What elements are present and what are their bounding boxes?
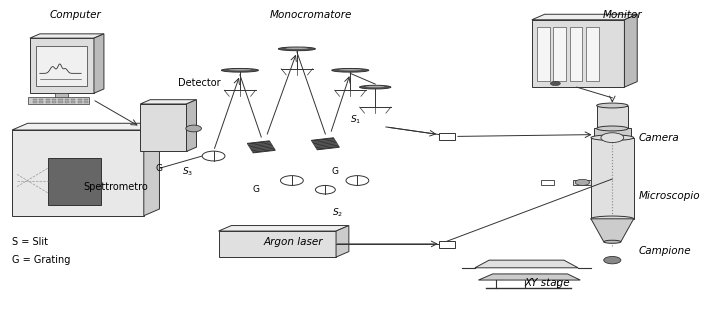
Bar [52, 99, 56, 100]
Polygon shape [478, 274, 580, 280]
Text: G: G [331, 167, 338, 176]
Polygon shape [12, 123, 159, 130]
Ellipse shape [221, 69, 258, 72]
Text: Monocromatore: Monocromatore [270, 10, 353, 20]
Bar [45, 101, 50, 103]
Bar [55, 93, 67, 98]
Bar [591, 138, 634, 219]
Bar [439, 241, 455, 248]
Bar [45, 99, 50, 100]
Polygon shape [144, 123, 159, 216]
Ellipse shape [597, 103, 628, 108]
Circle shape [186, 125, 202, 132]
Circle shape [575, 179, 589, 185]
Bar [52, 101, 56, 103]
Polygon shape [591, 219, 634, 242]
Ellipse shape [332, 69, 369, 72]
Text: $S_2$: $S_2$ [332, 206, 343, 219]
Bar [586, 28, 599, 81]
Text: G = Grating: G = Grating [12, 255, 70, 265]
Circle shape [604, 256, 621, 264]
Polygon shape [94, 34, 104, 93]
Circle shape [202, 151, 225, 161]
Bar [78, 99, 82, 100]
Polygon shape [247, 141, 275, 153]
Polygon shape [532, 14, 638, 20]
Bar [594, 129, 631, 138]
Text: $S_1$: $S_1$ [350, 113, 361, 125]
Polygon shape [625, 14, 638, 87]
Circle shape [346, 176, 369, 185]
Text: Camera: Camera [638, 133, 679, 143]
Polygon shape [336, 226, 349, 257]
Bar [65, 101, 69, 103]
Bar [58, 99, 62, 100]
Circle shape [601, 133, 624, 142]
Circle shape [551, 81, 560, 86]
Bar [33, 99, 37, 100]
Bar [71, 101, 75, 103]
Polygon shape [187, 100, 197, 151]
Bar [569, 28, 582, 81]
Polygon shape [312, 138, 340, 150]
Bar [12, 130, 144, 216]
Bar [84, 99, 88, 100]
Text: G: G [156, 164, 163, 173]
Bar [29, 97, 89, 104]
Bar [33, 101, 37, 103]
Ellipse shape [591, 135, 634, 140]
Bar [65, 99, 69, 100]
Bar [218, 231, 336, 257]
Bar [71, 99, 75, 100]
Bar [84, 101, 88, 103]
Polygon shape [140, 100, 197, 104]
Bar [58, 101, 62, 103]
Text: Spettrometro: Spettrometro [83, 182, 148, 192]
Bar [532, 20, 625, 87]
Text: Microscopio: Microscopio [638, 191, 700, 201]
Bar [597, 105, 628, 129]
Text: $S_3$: $S_3$ [182, 165, 194, 178]
Text: XY stage: XY stage [525, 277, 570, 287]
Ellipse shape [339, 69, 361, 70]
Bar [541, 180, 554, 185]
Text: Computer: Computer [50, 10, 101, 20]
Text: G: G [253, 185, 260, 194]
Bar [553, 28, 566, 81]
Text: Argon laser: Argon laser [264, 237, 323, 247]
Ellipse shape [279, 47, 315, 51]
Bar [47, 158, 101, 205]
Ellipse shape [597, 126, 628, 131]
Polygon shape [475, 260, 578, 268]
Polygon shape [218, 226, 349, 231]
Bar [573, 180, 591, 185]
Text: S = Slit: S = Slit [12, 237, 48, 247]
Circle shape [281, 176, 303, 185]
Bar [537, 28, 550, 81]
Text: Detector: Detector [178, 78, 220, 87]
Circle shape [315, 185, 335, 194]
Polygon shape [30, 34, 104, 38]
Ellipse shape [604, 240, 621, 243]
Bar [39, 99, 43, 100]
Ellipse shape [591, 216, 634, 222]
Ellipse shape [229, 69, 251, 70]
Bar [439, 133, 455, 140]
Bar [78, 101, 82, 103]
Bar [140, 104, 187, 151]
Text: Monitor: Monitor [603, 10, 643, 20]
Bar [30, 38, 94, 93]
Bar [39, 101, 43, 103]
Ellipse shape [286, 48, 308, 49]
Bar [36, 46, 87, 86]
Ellipse shape [365, 86, 385, 87]
Text: Campione: Campione [638, 246, 691, 256]
Ellipse shape [360, 85, 391, 89]
